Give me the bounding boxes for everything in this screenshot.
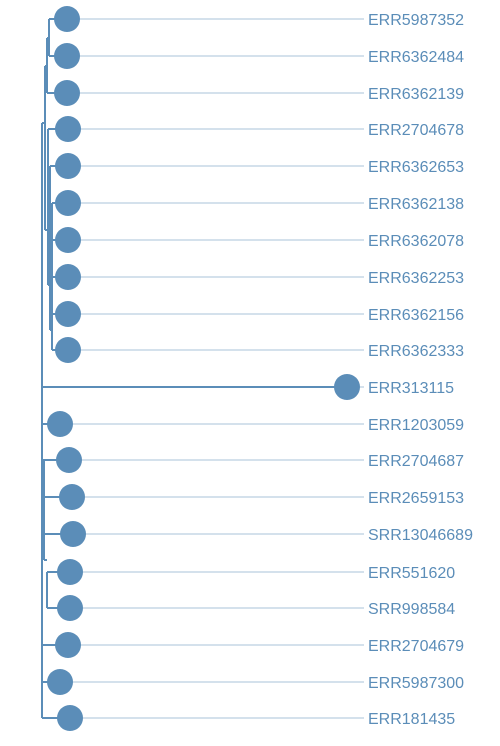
leaf-node[interactable] xyxy=(57,595,83,621)
leaf-label: SRR13046689 xyxy=(368,527,473,544)
leaf-label: ERR6362139 xyxy=(368,86,464,103)
leaf-label: ERR2704678 xyxy=(368,122,464,139)
leaf-nodes xyxy=(47,6,360,731)
leaf-label: ERR5987352 xyxy=(368,12,464,29)
leaf-node[interactable] xyxy=(55,116,81,142)
leaf-node[interactable] xyxy=(56,447,82,473)
leaf-labels: ERR5987352 ERR6362484 ERR6362139 ERR2704678… xyxy=(368,12,473,728)
leaf-node[interactable] xyxy=(55,227,81,253)
leaf-node[interactable] xyxy=(334,374,360,400)
leaf-label: ERR1203059 xyxy=(368,417,464,434)
leaf-node[interactable] xyxy=(47,411,73,437)
leaf-node[interactable] xyxy=(59,484,85,510)
leaf-node[interactable] xyxy=(57,705,83,731)
leaf-node[interactable] xyxy=(54,6,80,32)
leaf-node[interactable] xyxy=(54,43,80,69)
leaf-node[interactable] xyxy=(55,632,81,658)
leaf-node[interactable] xyxy=(55,301,81,327)
leaf-label: ERR2704687 xyxy=(368,453,464,470)
leaf-label: ERR6362333 xyxy=(368,343,464,360)
leaf-label: ERR5987300 xyxy=(368,675,464,692)
leaf-node[interactable] xyxy=(55,264,81,290)
leaf-node[interactable] xyxy=(47,669,73,695)
leaf-label: ERR313115 xyxy=(368,380,454,397)
leaf-node[interactable] xyxy=(55,153,81,179)
leaf-label: ERR181435 xyxy=(368,711,455,728)
leaf-node[interactable] xyxy=(60,521,86,547)
leaf-label: ERR551620 xyxy=(368,565,455,582)
leaf-label: ERR6362653 xyxy=(368,159,464,176)
leaf-label: ERR6362484 xyxy=(368,49,464,66)
leaf-label: ERR6362253 xyxy=(368,270,464,287)
leaf-label: ERR6362078 xyxy=(368,233,464,250)
leaf-label: ERR2659153 xyxy=(368,490,464,507)
leaf-label: SRR998584 xyxy=(368,601,455,618)
leaf-node[interactable] xyxy=(55,337,81,363)
leaf-guide-lines xyxy=(60,18,364,719)
leaf-label: ERR6362156 xyxy=(368,307,464,324)
tree-branches xyxy=(41,18,347,719)
leaf-label: ERR2704679 xyxy=(368,638,464,655)
leaf-node[interactable] xyxy=(57,559,83,585)
leaf-node[interactable] xyxy=(55,190,81,216)
leaf-label: ERR6362138 xyxy=(368,196,464,213)
leaf-node[interactable] xyxy=(54,80,80,106)
